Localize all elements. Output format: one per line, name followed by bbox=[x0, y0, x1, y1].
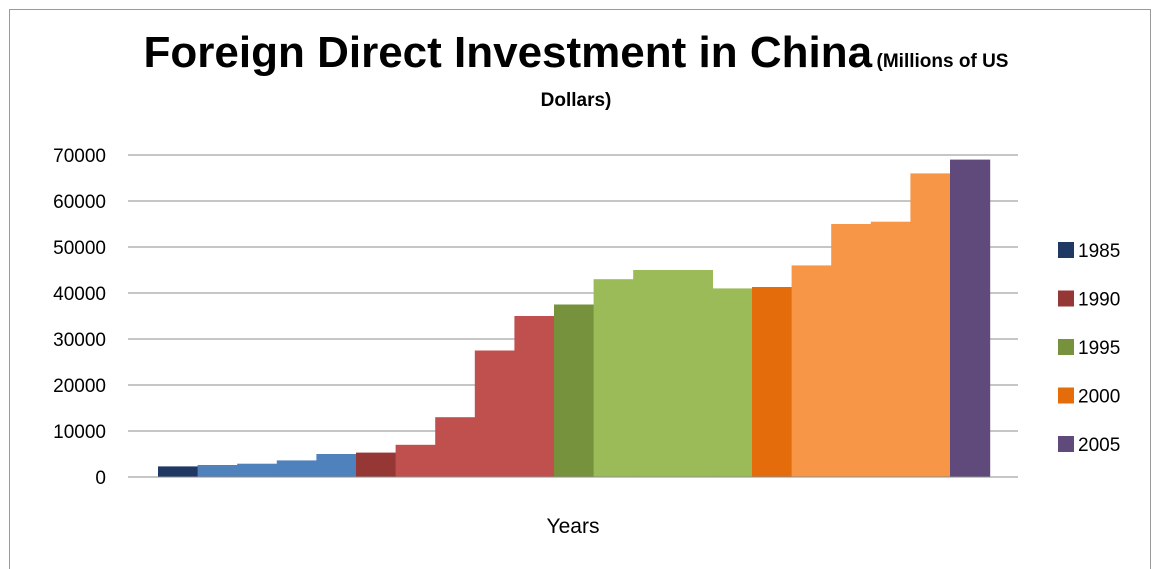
bar bbox=[395, 444, 436, 477]
chart-title: Foreign Direct Investment in China (Mill… bbox=[0, 28, 1152, 78]
bar bbox=[752, 287, 793, 477]
y-tick-label: 70000 bbox=[53, 146, 106, 167]
legend-swatch bbox=[1058, 387, 1074, 404]
bar bbox=[474, 350, 515, 477]
legend-swatch bbox=[1058, 436, 1074, 452]
legend-label: 1985 bbox=[1078, 241, 1120, 262]
legend-label: 1990 bbox=[1078, 290, 1120, 311]
bar bbox=[514, 316, 555, 477]
y-tick-label: 60000 bbox=[53, 192, 106, 213]
bar bbox=[197, 465, 238, 477]
bar bbox=[831, 224, 872, 477]
bar bbox=[356, 452, 397, 477]
chart-title-sub-part2: Dollars) bbox=[540, 90, 612, 111]
chart-title-sub-part1: (Millions of US bbox=[876, 51, 1009, 72]
y-tick-label: 0 bbox=[95, 468, 106, 489]
bar bbox=[158, 466, 199, 477]
bar bbox=[870, 221, 911, 477]
bar bbox=[791, 265, 832, 477]
bar bbox=[237, 463, 278, 477]
bar bbox=[276, 460, 317, 477]
legend-swatch bbox=[1058, 242, 1074, 258]
y-tick-label: 50000 bbox=[53, 238, 106, 259]
x-axis-label: Years bbox=[547, 515, 600, 538]
legend-label: 1995 bbox=[1078, 338, 1120, 359]
legend-swatch bbox=[1058, 339, 1074, 355]
bar bbox=[672, 270, 713, 477]
legend-label: 2005 bbox=[1078, 435, 1120, 456]
bar bbox=[910, 173, 951, 477]
bars bbox=[128, 159, 1018, 478]
bar bbox=[593, 279, 634, 477]
legend-swatch bbox=[1058, 290, 1074, 307]
y-tick-label: 20000 bbox=[53, 376, 106, 397]
chart-title-main: Foreign Direct Investment in China bbox=[143, 28, 873, 77]
y-tick-label: 30000 bbox=[53, 330, 106, 351]
bar bbox=[712, 288, 753, 477]
chart-frame bbox=[9, 9, 1151, 569]
legend-label: 2000 bbox=[1078, 387, 1120, 408]
legend: 1985 1990 1995 2000 2005 bbox=[1058, 241, 1120, 456]
y-axis-ticks: 0 10000 20000 30000 40000 50000 60000 70000 bbox=[53, 146, 106, 489]
bar bbox=[435, 417, 476, 477]
bar bbox=[950, 159, 991, 477]
y-tick-label: 40000 bbox=[53, 284, 106, 305]
y-tick-label: 10000 bbox=[53, 422, 106, 443]
bar bbox=[554, 304, 595, 477]
bar bbox=[633, 270, 674, 477]
bar bbox=[316, 454, 357, 477]
